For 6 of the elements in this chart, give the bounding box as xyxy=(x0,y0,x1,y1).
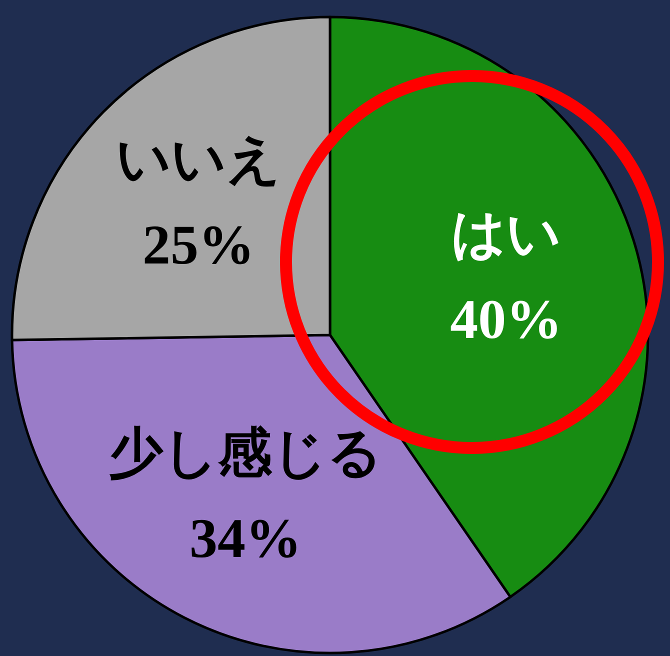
data-label: 34% xyxy=(189,508,302,570)
data-label: 40% xyxy=(450,289,562,352)
slice-label: いいえ xyxy=(116,128,282,191)
slice-label: はい xyxy=(451,202,562,266)
slice-label: 少し感じる xyxy=(108,420,382,484)
data-label: 25% xyxy=(142,214,255,277)
